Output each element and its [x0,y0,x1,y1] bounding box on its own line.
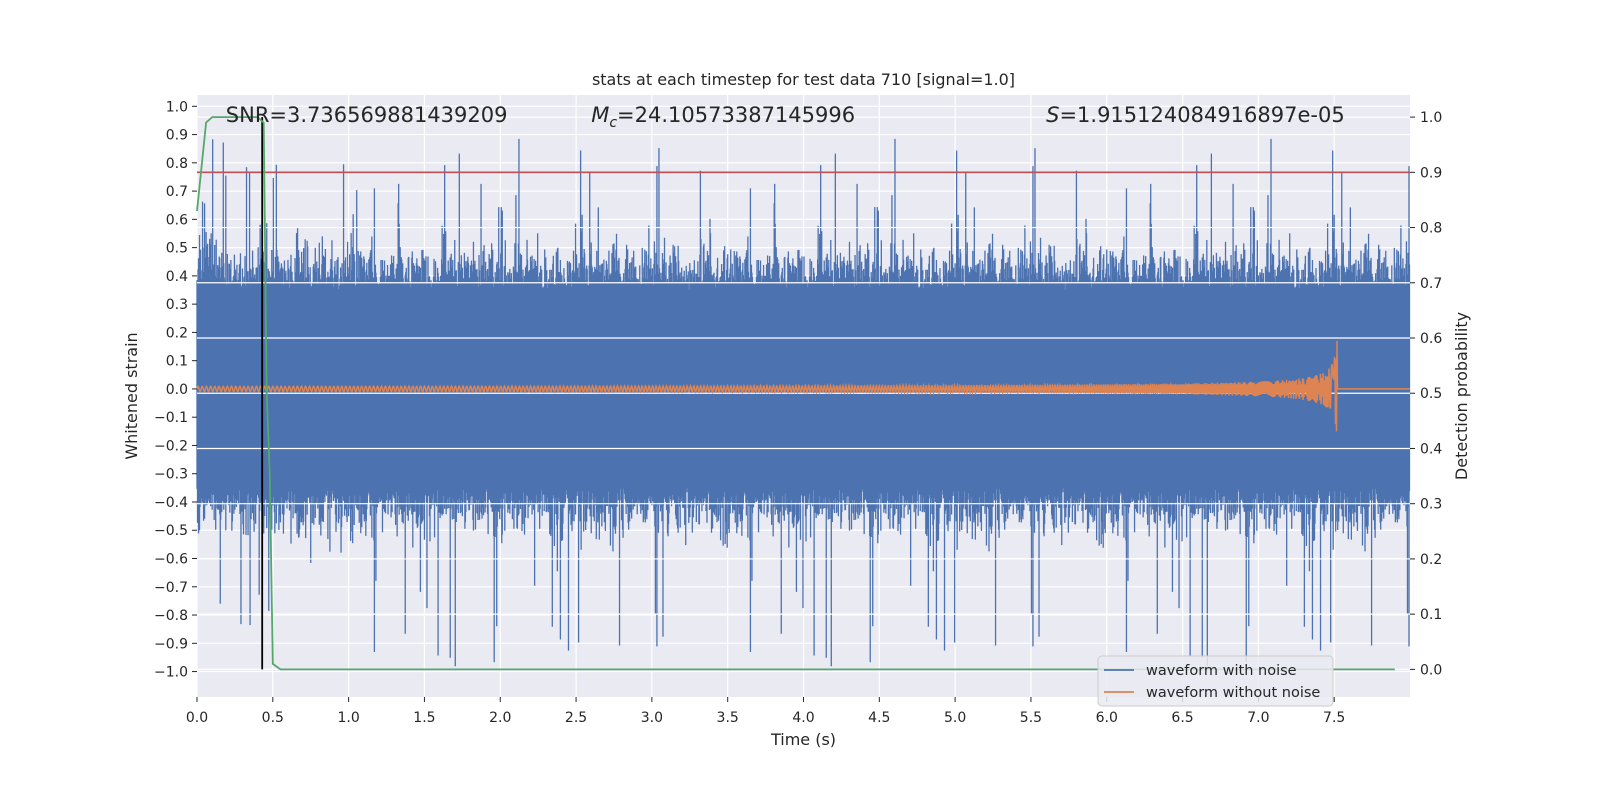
left-y-axis-label: Whitened strain [122,332,141,459]
right-y-tick-label: 0.8 [1420,221,1442,237]
right-y-axis-ticks: 1.0 0.9 0.8 0.7 0.6 0.5 0.4 0.3 0.2 0.1 0.0 [1410,110,1442,678]
legend-box [1097,655,1334,707]
x-tick-label: 1.0 [337,710,359,726]
left-y-tick-label: −1.0 [154,665,188,681]
chirp-mass-symbol: M [591,103,609,127]
x-tick-label: 6.5 [1171,710,1193,726]
x-tick-label: 2.0 [489,710,511,726]
left-y-tick-label: 1.0 [166,99,188,115]
left-y-tick-label: −0.6 [154,552,188,568]
right-y-axis-label: Detection probability [1452,312,1471,480]
chirp-mass-value: =24.10573387145996 [617,103,855,127]
x-tick-label: 3.0 [641,710,663,726]
left-y-tick-label: 0.8 [166,156,188,172]
x-tick-label: 5.0 [944,710,966,726]
right-y-tick-label: 0.5 [1420,386,1442,402]
s-annotation: S=1.915124084916897e-05 [1046,103,1345,127]
left-y-tick-label: 0.4 [166,269,188,285]
x-tick-label: 3.5 [717,710,739,726]
s-symbol: S [1046,103,1059,127]
left-y-tick-label: 0.5 [166,241,188,257]
chirp-mass-annotation: Mc=24.10573387145996 [591,103,855,131]
left-y-tick-label: −0.3 [154,467,188,483]
left-y-tick-label: 0.9 [166,128,188,144]
left-y-tick-label: −0.9 [154,636,188,652]
x-tick-label: 7.5 [1323,710,1345,726]
x-tick-label: 6.0 [1096,710,1118,726]
right-y-tick-label: 0.9 [1420,165,1442,181]
s-value: =1.915124084916897e-05 [1059,103,1344,127]
x-tick-label: 0.5 [262,710,284,726]
left-y-axis-ticks: 1.0 0.9 0.8 0.7 0.6 0.5 0.4 0.3 0.2 0.1 0.0 −0.1 −0.… [154,99,197,681]
x-tick-label: 2.5 [565,710,587,726]
x-axis-label: Time (s) [770,730,836,749]
x-tick-label: 4.5 [868,710,890,726]
x-tick-label: 0.0 [186,710,208,726]
right-y-tick-label: 0.2 [1420,552,1442,568]
legend: waveform with noise waveform without noi… [1097,655,1334,707]
legend-label-noisy: waveform with noise [1146,663,1297,679]
right-y-tick-label: 0.6 [1420,331,1442,347]
right-y-tick-label: 0.3 [1420,497,1442,513]
x-tick-label: 4.0 [792,710,814,726]
x-axis-ticks: 0.0 0.5 1.0 1.5 2.0 2.5 3.0 3.5 4.0 4.5 5.0 5.5 6.0 6… [186,697,1345,726]
clean-waveform-series [196,340,1410,432]
x-tick-label: 7.0 [1247,710,1269,726]
left-y-tick-label: 0.0 [166,382,188,398]
left-y-tick-label: 0.1 [166,354,188,370]
left-y-tick-label: 0.2 [166,325,188,341]
left-y-tick-label: 0.7 [166,184,188,200]
left-y-tick-label: 0.3 [166,297,188,313]
detection-probability-series [196,116,1395,671]
right-y-tick-label: 0.4 [1420,441,1442,457]
right-y-tick-label: 0.0 [1420,662,1442,678]
chart-title: stats at each timestep for test data 710… [592,70,1015,89]
left-y-tick-label: −0.4 [154,495,188,511]
right-y-tick-label: 1.0 [1420,110,1442,126]
chirp-mass-subscript: c [609,115,617,131]
snr-annotation: SNR=3.736569881439209 [226,103,508,127]
right-y-tick-label: 0.1 [1420,607,1442,623]
left-y-tick-label: −0.1 [154,410,188,426]
left-y-tick-label: −0.7 [154,580,188,596]
x-tick-label: 1.5 [413,710,435,726]
left-y-tick-label: −0.5 [154,523,188,539]
left-y-tick-label: −0.8 [154,608,188,624]
right-y-tick-label: 0.7 [1420,276,1442,292]
x-tick-label: 5.5 [1020,710,1042,726]
left-y-tick-label: 0.6 [166,212,188,228]
left-y-tick-label: −0.2 [154,438,188,454]
legend-label-clean: waveform without noise [1146,685,1320,701]
